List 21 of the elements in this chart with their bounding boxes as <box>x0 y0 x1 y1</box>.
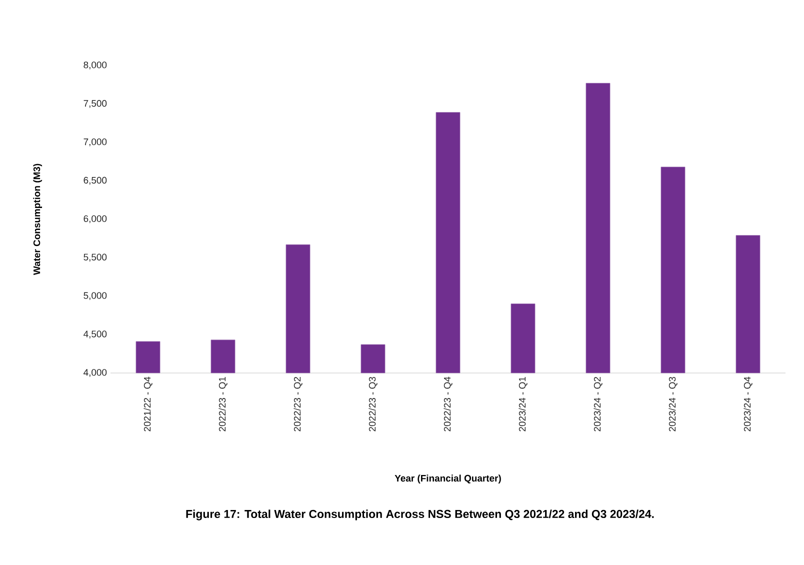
y-tick-label: 4,000 <box>84 369 107 377</box>
y-tick-label: 7,500 <box>84 100 107 108</box>
x-tick-label: 2021/22 - Q4 <box>144 376 152 432</box>
y-tick-label: 5,000 <box>84 292 107 300</box>
x-tick-label: 2023/24 - Q1 <box>518 376 528 432</box>
text: Figure 17: Total Water Consumption Across NSS Between Q3 2021/22 and Q3 2023/24. <box>186 510 654 520</box>
x-tick-label: 2022/23 - Q1 <box>218 376 228 432</box>
x-tick-label: 2023/24 - Q2 <box>594 376 602 432</box>
y-tick-label: 6,500 <box>84 176 107 185</box>
y-tick-label: 4,500 <box>84 330 107 338</box>
x-tick-label: 2022/23 - Q3 <box>368 376 378 432</box>
y-axis-title: Water Consumption (M3) <box>33 164 42 276</box>
x-tick-label: 2022/23 - Q4 <box>444 376 452 432</box>
x-tick-label: 2023/24 - Q4 <box>744 376 752 432</box>
x-tick-label: 2022/23 - Q2 <box>294 376 302 432</box>
y-tick-label: 5,500 <box>84 254 107 262</box>
y-tick-label: 6,000 <box>84 215 107 224</box>
y-tick-label: 8,000 <box>84 62 107 70</box>
x-axis-title: Year (Financial Quarter) <box>394 474 501 484</box>
x-tick-label: 2023/24 - Q3 <box>668 376 678 432</box>
y-tick-label: 7,000 <box>84 138 107 146</box>
